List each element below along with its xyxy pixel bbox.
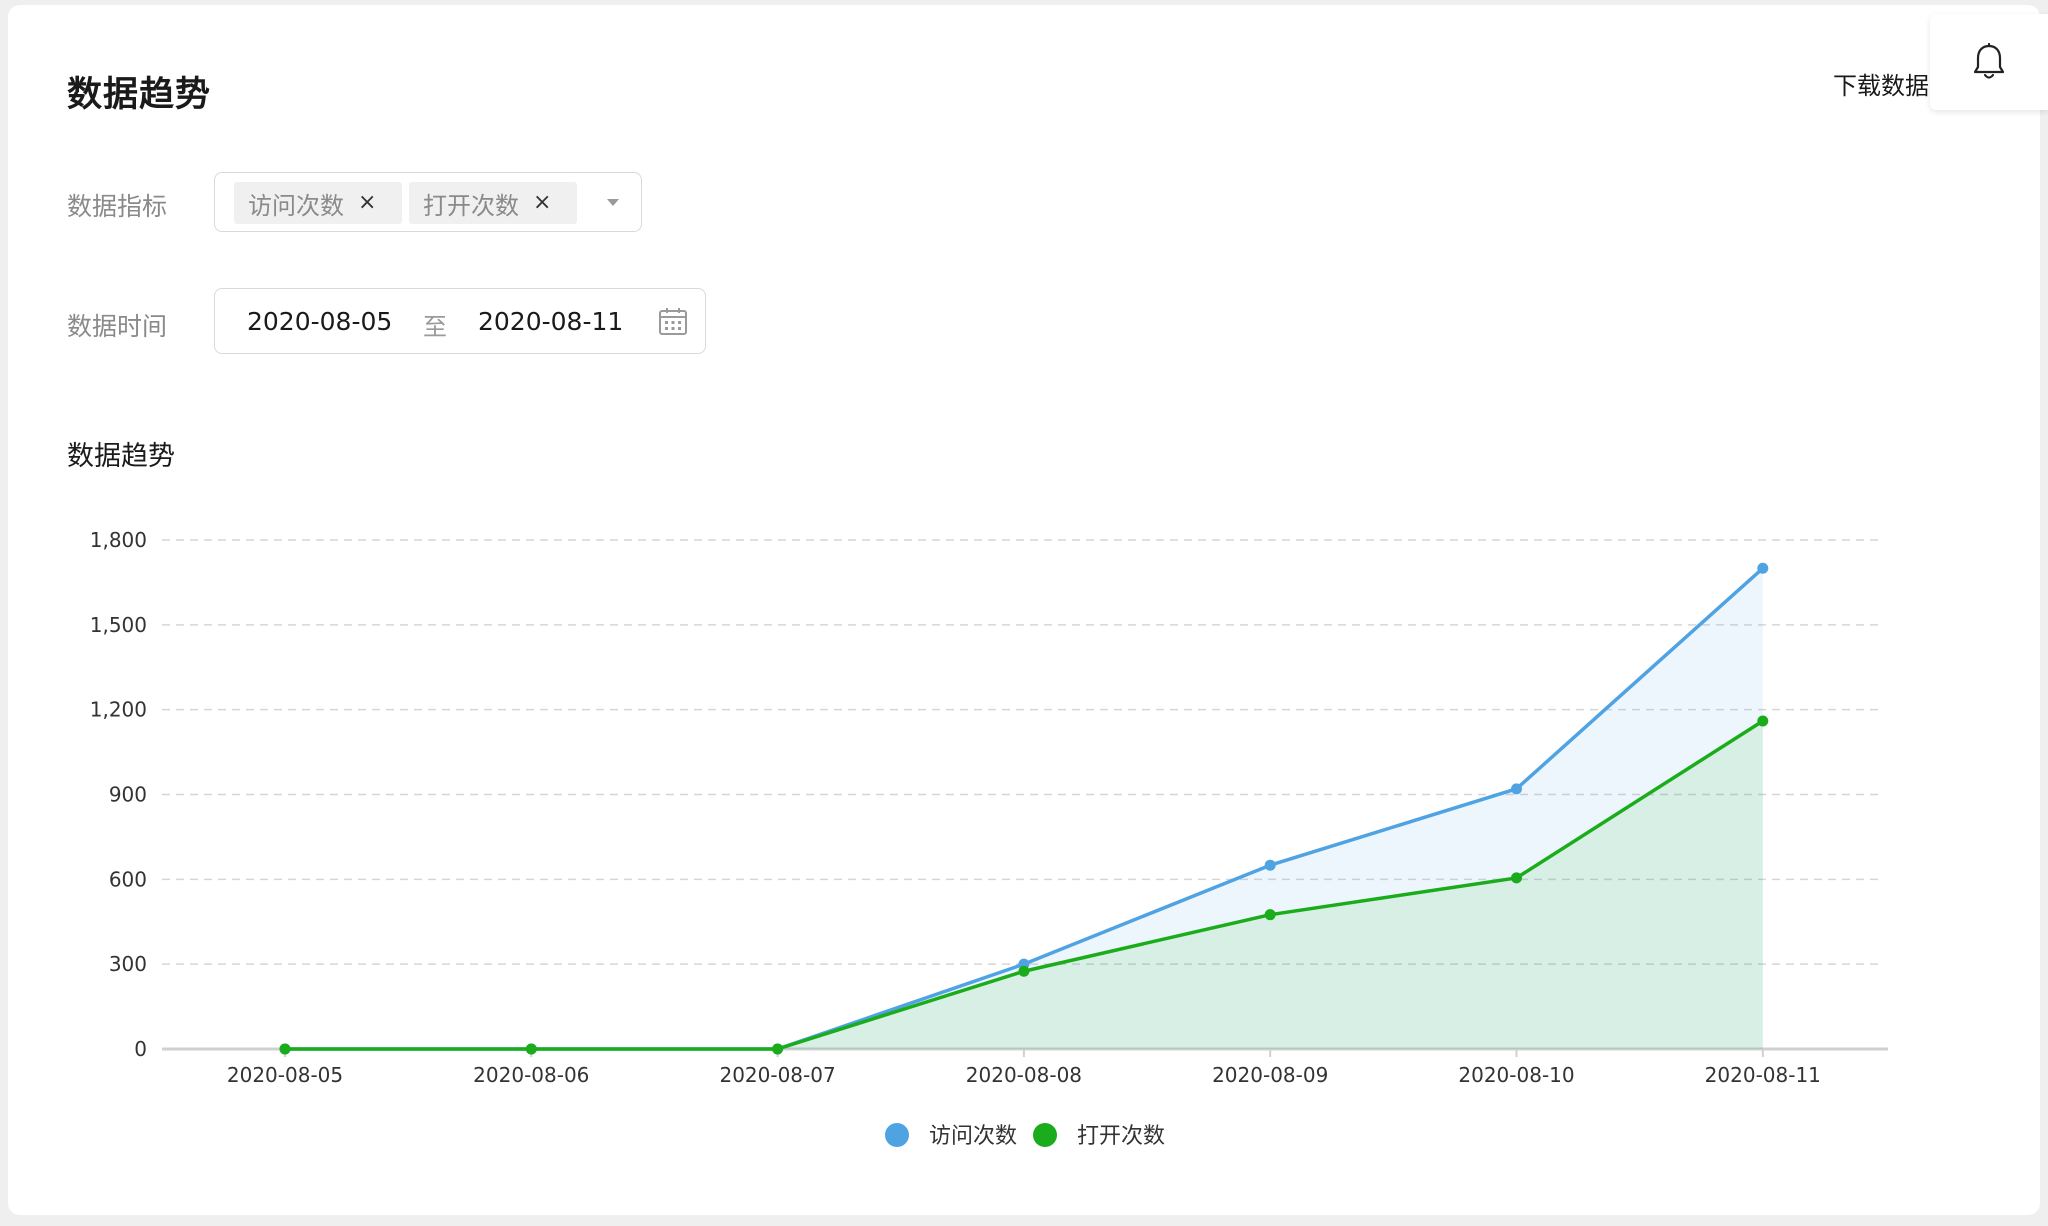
y-tick-label: 1,200 [90, 698, 147, 722]
metric-tag: 打开次数 × [409, 182, 577, 224]
data-point [1511, 783, 1522, 795]
y-tick-label: 0 [134, 1037, 147, 1061]
date-range-picker[interactable]: 2020-08-05 至 2020-08-11 [214, 288, 706, 354]
data-point [772, 1043, 784, 1055]
legend-marker [1033, 1123, 1057, 1147]
metric-label: 数据指标 [67, 192, 168, 221]
y-tick-label: 1,800 [90, 528, 147, 552]
y-tick-label: 600 [109, 867, 147, 891]
page-title: 数据趋势 [67, 75, 212, 115]
date-end-input[interactable]: 2020-08-11 [478, 307, 624, 336]
x-tick-label: 2020-08-11 [1705, 1063, 1821, 1087]
close-icon[interactable]: × [533, 190, 552, 215]
close-icon[interactable]: × [358, 190, 377, 215]
y-tick-label: 1,500 [90, 613, 147, 637]
chart-title: 数据趋势 [67, 441, 175, 472]
y-tick-label: 900 [109, 783, 147, 807]
data-point [1511, 872, 1522, 884]
legend-label: 访问次数 [929, 1124, 1017, 1149]
data-point [1018, 965, 1030, 977]
data-point [279, 1043, 291, 1055]
x-tick-label: 2020-08-08 [966, 1063, 1082, 1087]
metric-tag-label: 打开次数 [423, 191, 519, 220]
x-tick-label: 2020-08-09 [1212, 1063, 1328, 1087]
data-point [1757, 562, 1769, 574]
data-point [1264, 859, 1276, 871]
time-label: 数据时间 [67, 312, 168, 341]
data-point [525, 1043, 537, 1055]
caret-down-icon[interactable] [607, 199, 619, 206]
legend-marker [885, 1123, 909, 1147]
date-separator: 至 [423, 313, 447, 341]
calendar-icon[interactable] [658, 306, 688, 336]
x-tick-label: 2020-08-07 [719, 1063, 835, 1087]
data-point [1264, 909, 1276, 921]
legend-label: 打开次数 [1077, 1124, 1165, 1149]
download-data-button[interactable]: 下载数据 [1833, 72, 1929, 100]
series-area [285, 720, 1763, 1049]
x-tick-label: 2020-08-05 [227, 1063, 343, 1087]
metric-select[interactable]: 访问次数 × 打开次数 × [214, 172, 642, 232]
date-start-input[interactable]: 2020-08-05 [247, 307, 393, 336]
series-area [285, 568, 1763, 1049]
data-point [1757, 715, 1769, 727]
metric-tag: 访问次数 × [234, 182, 402, 224]
x-tick-label: 2020-08-06 [473, 1063, 589, 1087]
metric-tag-label: 访问次数 [248, 191, 344, 220]
notification-button[interactable] [1930, 14, 2048, 110]
x-tick-label: 2020-08-10 [1458, 1063, 1574, 1087]
y-tick-label: 300 [109, 952, 147, 976]
bell-icon [1973, 43, 2005, 79]
